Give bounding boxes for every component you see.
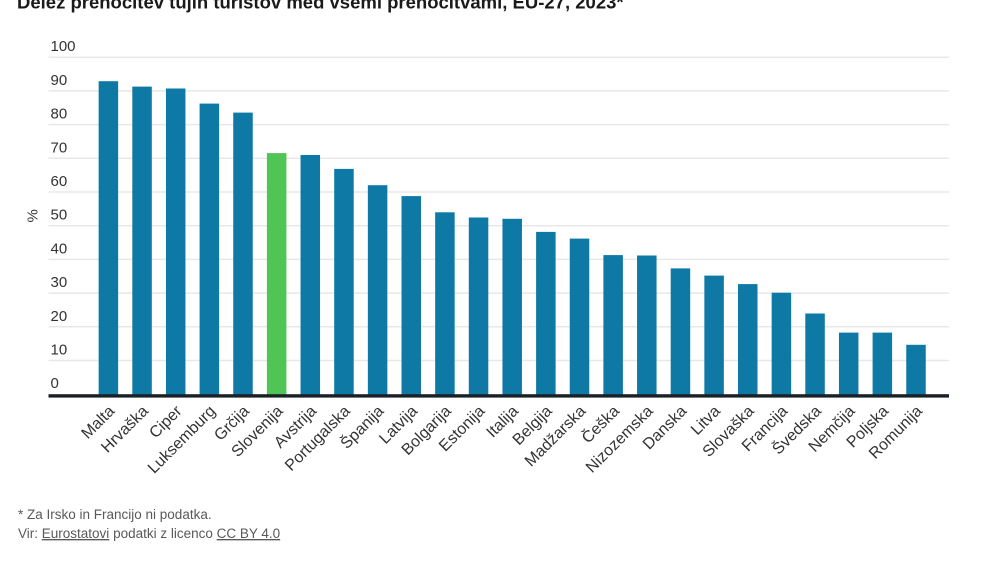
svg-text:Vir: Eurostatovi podatki z lic: Vir: Eurostatovi podatki z licenco CC BY… (18, 526, 280, 541)
svg-text:80: 80 (51, 106, 68, 123)
svg-text:100: 100 (51, 38, 76, 55)
svg-text:* Za Irsko in Francijo ni poda: * Za Irsko in Francijo ni podatka. (18, 507, 212, 522)
svg-text:0: 0 (51, 375, 59, 392)
svg-text:90: 90 (51, 72, 68, 89)
svg-text:40: 40 (51, 240, 68, 257)
svg-text:60: 60 (51, 173, 68, 190)
svg-text:Delež prenočitev tujih turisto: Delež prenočitev tujih turistov med vsem… (17, 0, 624, 13)
svg-text:70: 70 (51, 139, 68, 156)
svg-text:10: 10 (51, 342, 68, 359)
svg-text:%: % (24, 209, 41, 222)
svg-text:50: 50 (51, 207, 68, 224)
svg-text:30: 30 (51, 274, 68, 291)
svg-text:20: 20 (51, 308, 68, 325)
